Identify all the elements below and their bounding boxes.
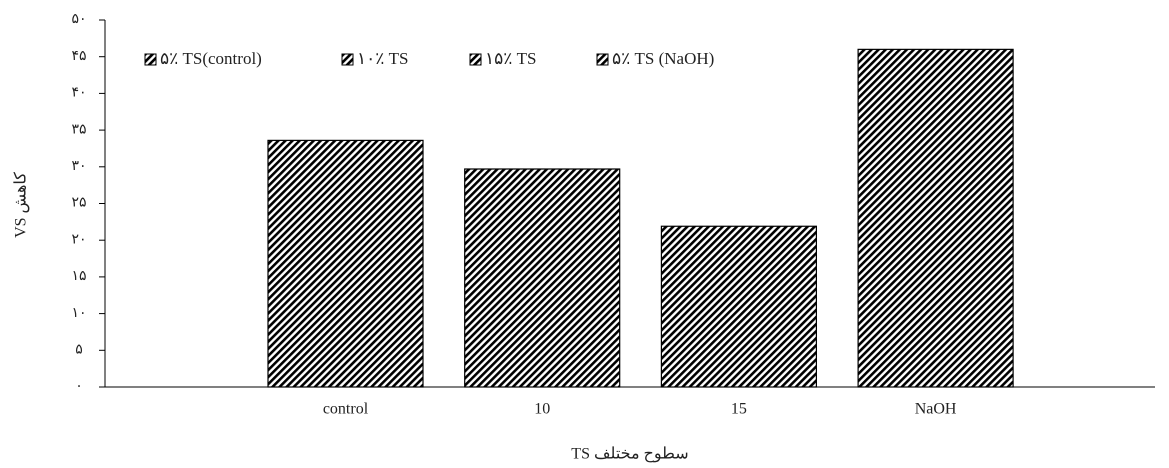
x-tick-label: control: [323, 401, 369, 418]
y-tick-label: ۱۰: [71, 306, 86, 321]
legend-swatch: [144, 53, 157, 66]
y-tick-label: ۲۰: [71, 232, 86, 247]
legend-label: ۱۰٪ TS: [357, 49, 408, 68]
bar: [857, 48, 1014, 388]
legend-label: ۵٪ TS(control): [160, 49, 262, 68]
y-tick-label: ۴۰: [71, 86, 86, 101]
x-tick-label: 15: [731, 401, 747, 418]
y-tick-label: ۳۰: [71, 159, 86, 174]
y-tick-label: ۱۵: [71, 269, 86, 284]
legend-swatch: [596, 53, 609, 66]
y-axis-title: کاهش VS: [13, 172, 30, 238]
y-tick-label: ۳۵: [71, 122, 86, 137]
y-tick-label: ۲۵: [71, 196, 86, 211]
legend-label: ۱۵٪ TS: [485, 49, 536, 68]
bar: [660, 225, 818, 388]
legend-swatch: [341, 53, 354, 66]
x-axis-title: سطوح مختلف TS: [571, 446, 688, 463]
bar: [267, 139, 424, 388]
bar: [464, 168, 621, 388]
legend-label: ۵٪ TS (NaOH): [612, 49, 714, 68]
y-tick-label: ۵۰: [71, 12, 86, 27]
y-tick-label: ۴۵: [71, 49, 86, 64]
y-tick-label: ۰: [75, 379, 83, 394]
y-tick-label: ۵: [75, 343, 83, 358]
x-tick-label: 10: [534, 401, 550, 418]
x-tick-label: NaOH: [915, 401, 957, 418]
legend-swatch: [469, 53, 482, 66]
